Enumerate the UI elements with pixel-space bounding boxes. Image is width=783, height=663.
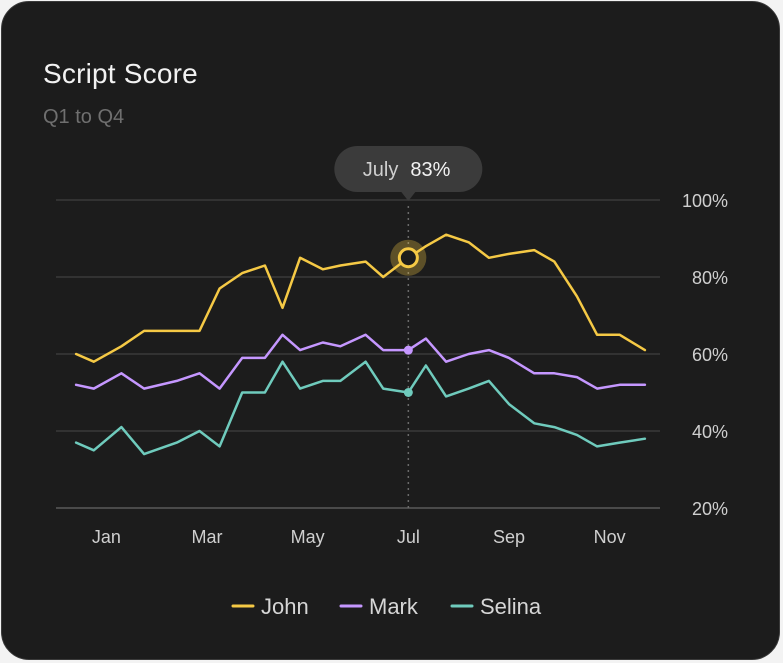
tooltip-bubble <box>334 146 483 192</box>
tooltip-value: 83% <box>410 159 450 181</box>
x-tick-label: Nov <box>594 527 626 547</box>
legend-label: John <box>261 594 309 619</box>
x-tick-label: Sep <box>493 527 525 547</box>
legend-item-selina[interactable]: Selina <box>450 594 542 619</box>
hover-point-selina <box>403 388 413 397</box>
chart-title: Script Score <box>43 58 198 89</box>
series-line-selina <box>74 360 647 456</box>
y-tick-label: 60% <box>692 345 728 365</box>
hover-point-mark <box>403 345 413 355</box>
x-tick-label: May <box>291 527 325 547</box>
y-tick-label: 80% <box>692 268 728 288</box>
tooltip-label: July <box>363 159 399 181</box>
y-tick-label: 100% <box>682 191 728 211</box>
series-line-john <box>74 233 647 363</box>
y-tick-label: 40% <box>692 422 728 442</box>
y-tick-label: 20% <box>692 499 728 519</box>
legend-item-john[interactable]: John <box>231 594 309 619</box>
series-line-mark <box>74 333 647 390</box>
legend-item-mark[interactable]: Mark <box>339 594 419 619</box>
legend-label: Mark <box>369 594 419 619</box>
highlight-point-john <box>397 247 419 269</box>
legend-label: Selina <box>480 594 542 619</box>
x-tick-label: Jul <box>397 527 420 547</box>
x-tick-label: Mar <box>192 527 223 547</box>
x-tick-label: Jan <box>92 527 121 547</box>
chart-subtitle: Q1 to Q4 <box>43 106 125 128</box>
tooltip-pointer <box>401 192 416 201</box>
